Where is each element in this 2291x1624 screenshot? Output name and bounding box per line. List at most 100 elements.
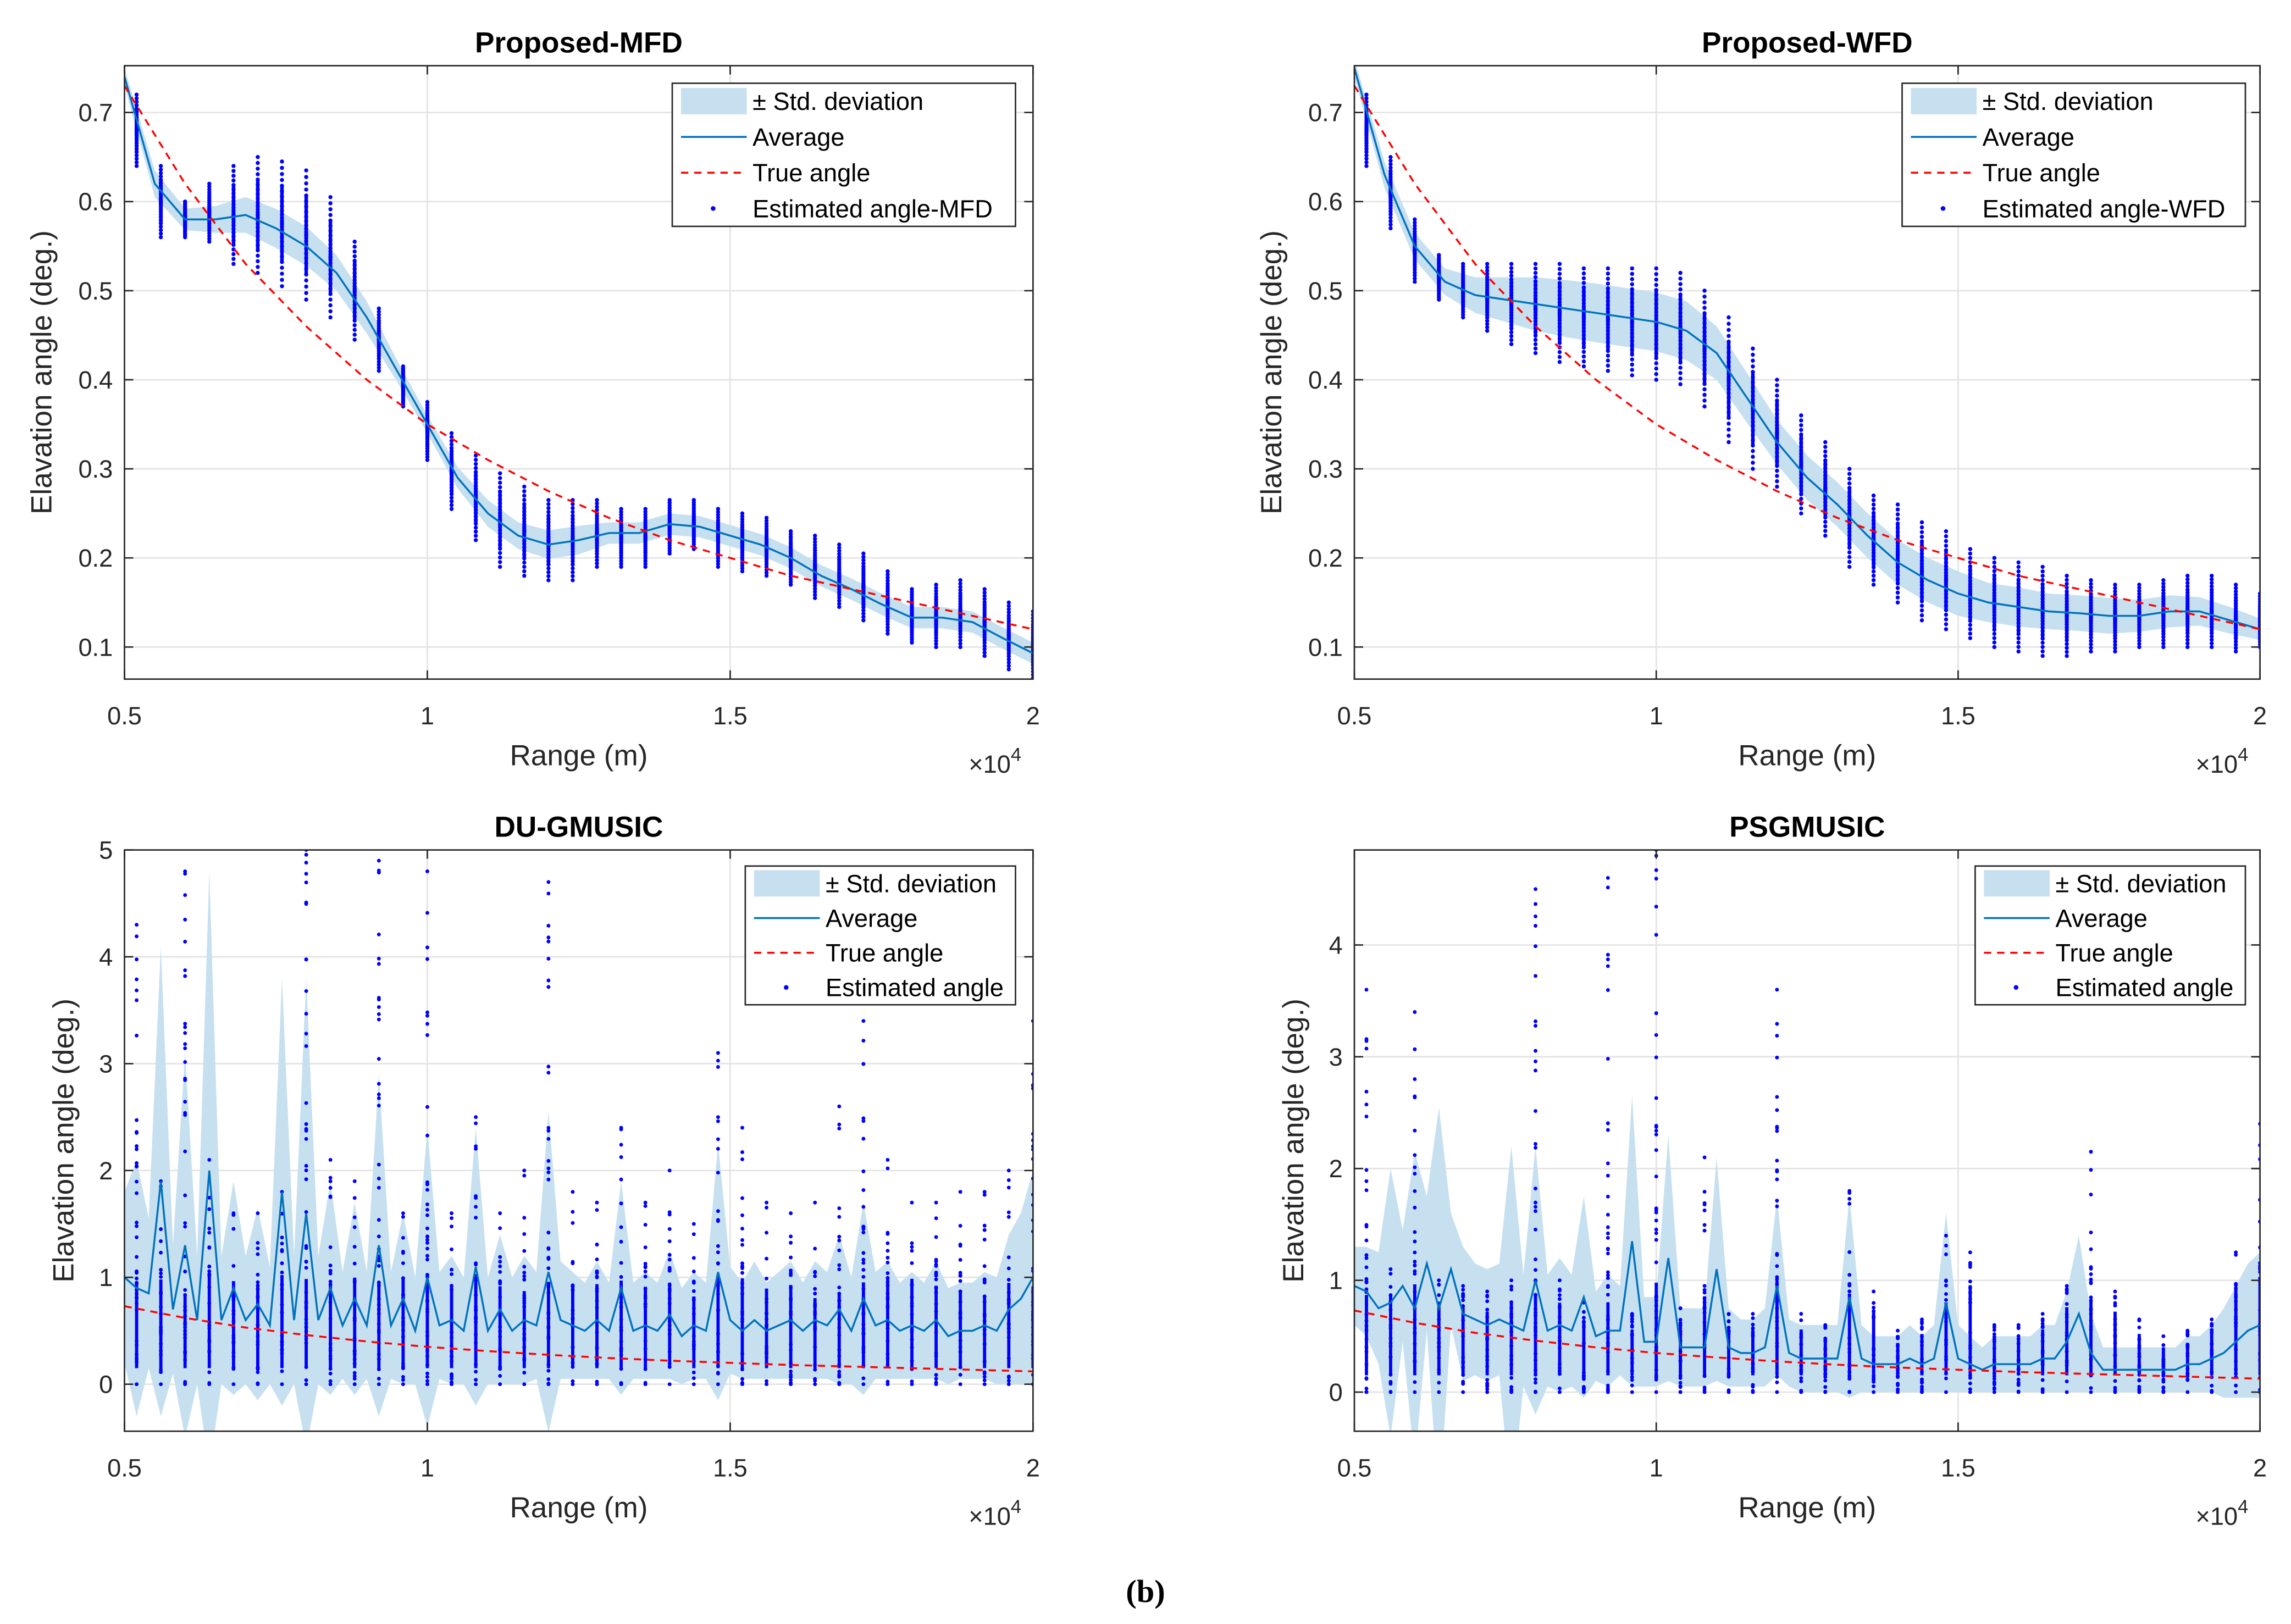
subplot-proposed-wfd: 0.5 1 1.5 20.10.20.30.40.50.60.7Proposed-WF…	[1255, 27, 2267, 778]
estimated-angle-point	[1388, 1372, 1393, 1377]
estimated-angle-point	[2113, 1379, 2117, 1383]
estimated-angle-point	[522, 1358, 527, 1362]
estimated-angle-point	[1944, 529, 1949, 534]
estimated-angle-point	[474, 1278, 478, 1282]
estimated-angle-point	[134, 153, 139, 158]
estimated-angle-point	[2065, 1288, 2069, 1292]
estimated-angle-point	[2065, 1312, 2069, 1317]
estimated-angle-point	[1775, 1319, 1779, 1323]
estimated-angle-point	[159, 1353, 163, 1357]
estimated-angle-point	[691, 1312, 696, 1316]
estimated-angle-point	[716, 1051, 720, 1055]
estimated-angle-point	[765, 1379, 768, 1383]
estimated-angle-point	[183, 1358, 187, 1362]
estimated-angle-point	[861, 618, 866, 623]
estimated-angle-point	[595, 1271, 599, 1275]
estimated-angle-point	[2185, 645, 2190, 650]
estimated-angle-point	[1630, 362, 1634, 367]
estimated-angle-point	[207, 1226, 212, 1231]
estimated-angle-point	[2185, 634, 2190, 639]
estimated-angle-point	[1751, 364, 1755, 369]
estimated-angle-point	[304, 1128, 308, 1133]
estimated-angle-point	[1006, 610, 1011, 615]
estimated-angle-point	[1775, 378, 1779, 382]
estimated-angle-point	[667, 1332, 672, 1337]
estimated-angle-point	[1847, 559, 1852, 564]
estimated-angle-point	[2137, 635, 2141, 640]
estimated-angle-point	[1413, 276, 1417, 281]
estimated-angle-point	[1388, 215, 1393, 220]
estimated-angle-point	[425, 458, 430, 462]
estimated-angle-point	[886, 622, 890, 627]
estimated-angle-point	[158, 174, 163, 179]
estimated-angle-point	[2234, 1286, 2238, 1290]
estimated-angle-point	[1920, 1317, 1924, 1322]
estimated-angle-point	[812, 536, 817, 541]
estimated-angle-point	[159, 1250, 163, 1255]
estimated-angle-point	[1751, 461, 1755, 465]
estimated-angle-point	[231, 1339, 236, 1344]
estimated-angle-point	[425, 1375, 429, 1379]
estimated-angle-point	[474, 1144, 478, 1149]
estimated-angle-point	[183, 1314, 187, 1318]
legend-label: True angle	[2056, 939, 2173, 967]
estimated-angle-point	[910, 1304, 914, 1309]
estimated-angle-point	[450, 1374, 453, 1379]
estimated-angle-point	[2234, 1348, 2238, 1352]
estimated-angle-point	[1630, 357, 1634, 362]
estimated-angle-point	[1847, 1390, 1852, 1394]
estimated-angle-point	[1606, 1270, 1610, 1274]
estimated-angle-point	[1606, 1369, 1610, 1373]
estimated-angle-point	[1944, 1283, 1948, 1288]
estimated-angle-point	[667, 1283, 672, 1287]
estimated-angle-point	[1871, 569, 1876, 574]
estimated-angle-point	[2016, 649, 2021, 654]
estimated-angle-point	[1461, 1381, 1465, 1385]
estimated-angle-point	[982, 1370, 987, 1374]
estimated-angle-point	[1654, 933, 1658, 937]
estimated-angle-point	[546, 880, 551, 884]
estimated-angle-point	[474, 1340, 478, 1345]
estimated-angle-point	[1006, 660, 1011, 665]
estimated-angle-point	[1413, 1290, 1417, 1294]
estimated-angle-point	[135, 977, 139, 982]
estimated-angle-point	[643, 1270, 648, 1274]
estimated-angle-point	[812, 540, 817, 544]
estimated-angle-point	[716, 1382, 720, 1387]
estimated-angle-point	[1968, 1297, 1972, 1301]
estimated-angle-point	[1534, 1068, 1537, 1073]
estimated-angle-point	[183, 1270, 187, 1274]
estimated-angle-point	[1992, 631, 1997, 636]
estimated-angle-point	[1799, 496, 1803, 501]
estimated-angle-point	[1726, 440, 1731, 445]
estimated-angle-point	[2137, 1317, 2141, 1322]
estimated-angle-point	[1895, 512, 1900, 517]
estimated-angle-point	[352, 240, 357, 244]
estimated-angle-point	[1388, 1344, 1393, 1349]
estimated-angle-point	[1654, 1231, 1658, 1235]
estimated-angle-point	[2210, 1390, 2214, 1394]
estimated-angle-point	[1461, 1373, 1465, 1377]
estimated-angle-point	[789, 1342, 793, 1346]
estimated-angle-point	[982, 1319, 987, 1323]
estimated-angle-point	[450, 1211, 453, 1216]
estimated-angle-point	[377, 359, 381, 364]
legend-std-swatch	[1911, 88, 1977, 114]
estimated-angle-point	[2113, 1385, 2117, 1390]
estimated-angle-point	[474, 1121, 478, 1126]
estimated-angle-point	[2161, 581, 2166, 586]
estimated-angle-point	[304, 1032, 308, 1036]
estimated-angle-point	[425, 1238, 429, 1242]
estimated-angle-point	[837, 1374, 842, 1378]
estimated-angle-point	[1364, 1318, 1369, 1323]
estimated-angle-point	[377, 1012, 381, 1016]
estimated-angle-point	[2185, 638, 2190, 642]
estimated-angle-point	[861, 1332, 866, 1337]
estimated-angle-point	[1702, 398, 1707, 403]
estimated-angle-point	[2113, 642, 2117, 647]
estimated-angle-point	[691, 1306, 696, 1310]
estimated-angle-point	[1799, 418, 1803, 423]
estimated-angle-point	[158, 224, 163, 229]
estimated-angle-point	[1751, 1326, 1755, 1331]
estimated-angle-point	[619, 1382, 623, 1387]
